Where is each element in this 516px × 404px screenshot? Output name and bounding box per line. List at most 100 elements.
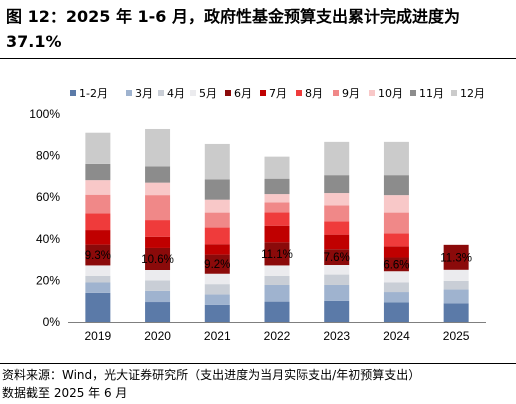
legend-label: 10月 [378, 87, 403, 100]
bar-segment [145, 182, 171, 196]
data-label: 10.6% [141, 254, 174, 266]
x-tick-label: 2023 [323, 329, 350, 343]
data-label: 9.2% [204, 259, 230, 271]
legend-swatch [410, 90, 416, 96]
bar-segment [85, 213, 111, 231]
x-tick-label: 2022 [264, 329, 291, 343]
legend-swatch [158, 90, 164, 96]
bar-stack-2022: 11.1% [261, 156, 293, 322]
bar-stack-2023: 7.6% [324, 141, 350, 322]
bar-segment [383, 195, 409, 213]
bar-segment [264, 275, 290, 285]
bar-segment [264, 212, 290, 226]
bar-segment [383, 292, 409, 303]
bar-segment [383, 175, 409, 196]
legend-swatch [190, 90, 196, 96]
bar-segment [85, 180, 111, 195]
bar-segment [204, 227, 230, 245]
bar-segment [443, 269, 469, 281]
chart-legend: 1-2月 3月 4月 5月 6月 7月 8月 9月 10月 11月 12月 [70, 87, 485, 100]
bar-segment [85, 265, 111, 276]
data-label: 9.3% [85, 250, 111, 262]
bar-segment [145, 236, 171, 248]
bar-segment [145, 280, 171, 291]
bar-segment [85, 244, 111, 266]
y-tick-label: 60% [36, 190, 60, 204]
bar-stack-2025: 11.3% [440, 244, 472, 322]
data-date-line: 数据截至 2025 年 6 月 [2, 386, 128, 400]
y-tick-label: 20% [36, 273, 60, 287]
bar-segment [383, 233, 409, 247]
bar-segment [324, 193, 350, 206]
bar-segment [85, 194, 111, 214]
bar-segment [324, 284, 350, 301]
bar-segment [324, 175, 350, 194]
x-tick-label: 2024 [383, 329, 410, 343]
figure-title: 图 12：2025 年 1-6 月，政府性基金预算支出累计完成进度为37.1% [6, 7, 460, 51]
bar-segment [324, 234, 350, 250]
bar-segment [264, 202, 290, 213]
bar-segment [145, 220, 171, 237]
legend-label: 9月 [342, 87, 360, 100]
legend-swatch [451, 90, 457, 96]
y-tick-label: 80% [36, 149, 60, 163]
bar-segment [264, 284, 290, 302]
y-tick-label: 100% [29, 107, 60, 121]
title-divider [0, 58, 516, 59]
bar-segment [145, 128, 171, 167]
bar-stack-2024: 6.6% [383, 141, 410, 322]
bar-segment [324, 221, 350, 235]
legend-label: 5月 [199, 87, 217, 100]
bar-segment [85, 275, 111, 283]
bar-segment [383, 212, 409, 234]
y-axis: 0% 20% 40% 60% 80% 100% [29, 107, 486, 329]
bar-segment [204, 179, 230, 200]
bar-segment [204, 284, 230, 295]
bar-segment [443, 303, 469, 322]
bar-segment [85, 132, 111, 164]
bar-segment [324, 205, 350, 222]
bar-segment [324, 300, 350, 322]
bar-segment [383, 141, 409, 176]
bar-stack-2020: 10.6% [141, 128, 174, 322]
x-tick-label: 2020 [144, 329, 171, 343]
bar-segment [383, 302, 409, 322]
legend-swatch [70, 90, 76, 96]
bar-segment [264, 301, 290, 322]
bar-segment [145, 270, 171, 281]
bar-segment [383, 282, 409, 293]
legend-swatch [260, 90, 266, 96]
bar-segment [383, 271, 409, 283]
footer-divider [0, 363, 516, 364]
bar-segment [264, 225, 290, 243]
legend-swatch [369, 90, 375, 96]
bar-segment [85, 163, 111, 181]
bar-segment [264, 265, 290, 276]
bar-segment [443, 280, 469, 290]
bar-segment [85, 230, 111, 245]
bar-segment [324, 274, 350, 285]
bar-segment [145, 166, 171, 183]
bar-segment [204, 254, 230, 274]
data-label: 11.1% [261, 249, 293, 261]
bar-segment [324, 141, 350, 176]
bar-segment [204, 304, 230, 322]
bar-segment [204, 143, 230, 180]
bar-segment [324, 265, 350, 275]
bar-stacks: 9.3% 10.6% 9.2% 11.1% 7.6% 6.6% 11.3% [85, 128, 472, 322]
bar-segment [204, 294, 230, 305]
bar-stack-2019: 9.3% [85, 132, 111, 322]
x-tick-label: 2019 [85, 329, 112, 343]
legend-label: 3月 [135, 87, 153, 100]
bar-segment [85, 282, 111, 293]
legend-label: 7月 [269, 87, 287, 100]
data-label: 7.6% [324, 252, 350, 264]
bar-segment [145, 302, 171, 322]
bar-segment [204, 273, 230, 285]
x-axis: 2019 2020 2021 2022 2023 2024 2025 [85, 329, 470, 343]
bar-segment [324, 249, 350, 266]
legend-swatch [126, 90, 132, 96]
legend-label: 4月 [167, 87, 185, 100]
y-tick-label: 0% [43, 315, 61, 329]
bar-segment [443, 244, 469, 270]
